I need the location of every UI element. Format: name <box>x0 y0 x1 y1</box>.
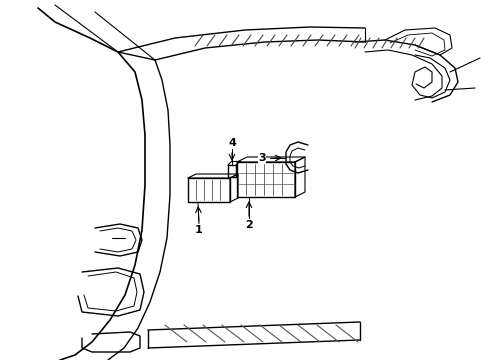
Text: 1: 1 <box>195 225 203 235</box>
Text: 3: 3 <box>258 153 266 163</box>
Text: 4: 4 <box>228 138 236 148</box>
Text: 2: 2 <box>245 220 253 230</box>
